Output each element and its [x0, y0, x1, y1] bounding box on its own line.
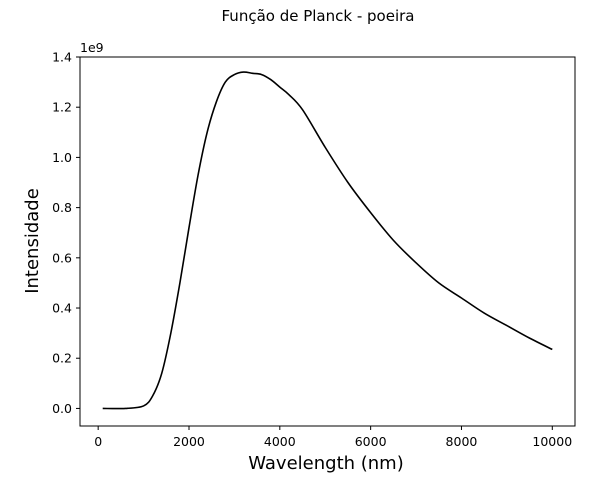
chart-title: Função de Planck - poeira — [222, 7, 415, 25]
y-tick-label: 0.8 — [52, 200, 72, 215]
y-tick-label: 1.2 — [52, 100, 72, 115]
y-tick-label: 0.0 — [52, 401, 72, 416]
x-tick-label: 2000 — [173, 434, 205, 449]
plot-frame — [79, 56, 576, 427]
y-tick-label: 0.6 — [52, 250, 72, 265]
x-tick-label: 0 — [94, 434, 102, 449]
x-axis-label: Wavelength (nm) — [248, 453, 404, 474]
x-tick-label: 4000 — [264, 434, 296, 449]
x-tick-label: 8000 — [446, 434, 478, 449]
x-tick-label: 6000 — [355, 434, 387, 449]
y-tick-label: 0.2 — [52, 351, 72, 366]
y-tick-label: 0.4 — [52, 301, 72, 316]
x-tick-label: 10000 — [532, 434, 572, 449]
series-line — [102, 71, 553, 410]
y-offset-label: 1e9 — [80, 40, 104, 55]
plot-area: 0 2000 4000 6000 8000 10000 0.0 0.2 0.4 0.6 0.8 1.0… — [52, 50, 576, 449]
y-axis-label: Intensidade — [22, 188, 43, 294]
y-tick-label: 1.0 — [52, 150, 72, 165]
y-tick-label: 1.4 — [52, 50, 72, 65]
